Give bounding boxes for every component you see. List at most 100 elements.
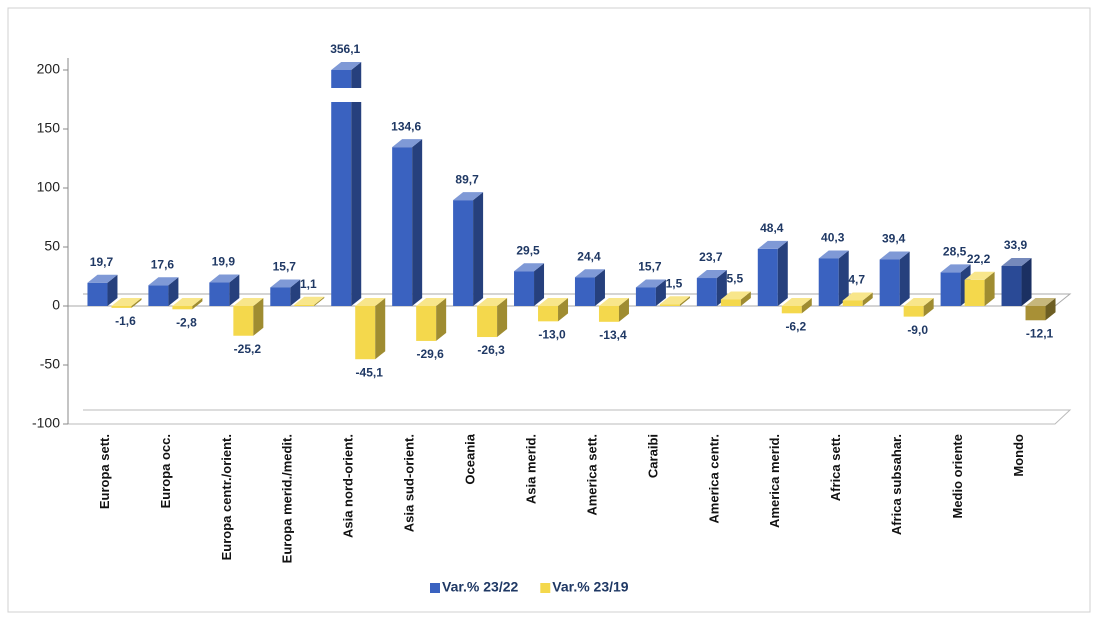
bar [514, 263, 545, 306]
bar-side [618, 298, 629, 322]
bar [879, 251, 910, 306]
x-tick-label: Mondo [1011, 434, 1026, 477]
legend-label: Var.% 23/19 [552, 579, 629, 595]
bar-top [635, 279, 666, 288]
bar [392, 139, 423, 306]
bar-top [598, 298, 629, 306]
value-label: 40,3 [821, 231, 845, 245]
bar [233, 298, 264, 336]
value-label: -12,1 [1026, 326, 1054, 340]
value-label: 89,7 [455, 172, 479, 186]
axis-break [329, 88, 366, 102]
x-tick-label: Medio oriente [950, 434, 965, 519]
bar-front [172, 306, 193, 310]
x-tick-label: Oceania [463, 433, 478, 484]
bar-side [192, 298, 203, 310]
x-tick-label: Africa sett. [828, 434, 843, 501]
value-label: 15,7 [273, 260, 297, 274]
bar [781, 298, 812, 314]
bar-front [416, 306, 437, 341]
bar [416, 298, 447, 341]
legend-label: Var.% 23/22 [442, 579, 519, 595]
bar-top [87, 274, 118, 283]
bar [329, 62, 366, 306]
bar-side [107, 274, 118, 306]
bar [111, 298, 142, 308]
bar-top [233, 298, 264, 306]
bar-top [903, 298, 934, 306]
bar-side [558, 298, 569, 322]
bar-front [1025, 306, 1046, 321]
value-label: -9,0 [907, 323, 928, 337]
bar-front [635, 287, 656, 306]
bar [1001, 257, 1032, 306]
bar-front [1001, 265, 1022, 306]
bar [598, 298, 629, 322]
bar-front [903, 306, 924, 317]
bar-top [111, 298, 142, 306]
bar-top [818, 250, 849, 259]
bar-side [229, 274, 240, 306]
bar [294, 296, 325, 306]
bar-front [538, 306, 559, 322]
bar [635, 279, 666, 306]
value-label: 29,5 [516, 243, 540, 257]
bar-side [594, 269, 605, 306]
value-label: -45,1 [356, 365, 384, 379]
value-label: -2,8 [176, 315, 197, 329]
bar [453, 192, 484, 306]
bar-front [148, 285, 169, 306]
x-tick-label: Asia sud-orient. [402, 434, 417, 532]
bar-top [720, 291, 751, 300]
value-label: -13,0 [538, 328, 566, 342]
bar-top [842, 292, 873, 301]
value-label: -13,4 [599, 328, 627, 342]
bar-front [574, 277, 595, 306]
y-tick-label: 50 [44, 238, 60, 254]
bar-side [290, 279, 301, 306]
bar-side [1045, 298, 1056, 321]
bar-top [416, 298, 447, 306]
bar-top [355, 298, 386, 306]
bar-front [331, 70, 352, 306]
value-label: 19,7 [90, 255, 114, 269]
y-tick-label: 0 [52, 297, 60, 313]
value-label: -26,3 [477, 343, 505, 357]
x-tick-label: Caraibi [645, 434, 660, 478]
bar-side [801, 298, 812, 314]
x-tick-label: Europa merid./medit. [280, 434, 295, 563]
value-label: 1,5 [666, 276, 683, 290]
bar-side [899, 251, 910, 306]
bar-top [331, 62, 362, 70]
y-tick-label: -100 [32, 415, 60, 431]
bar-top [940, 264, 971, 273]
bar-front [355, 306, 376, 360]
bar-side [984, 271, 995, 306]
x-tick-label: America centr. [706, 434, 721, 524]
value-label: 1,1 [300, 277, 317, 291]
bar [964, 271, 995, 306]
bar [209, 274, 240, 306]
bar-top [392, 139, 423, 148]
value-label: 24,4 [577, 249, 601, 263]
bar-top [781, 298, 812, 306]
x-tick-label: America sett. [584, 434, 599, 516]
bar [270, 279, 301, 306]
bar-top [209, 274, 240, 283]
y-tick-label: 150 [37, 120, 61, 136]
bar-side [679, 296, 690, 306]
value-label: 17,6 [151, 257, 175, 271]
bar-front [111, 306, 132, 308]
bar-front [209, 282, 230, 306]
bar-side [412, 139, 423, 306]
value-label: -29,6 [416, 347, 444, 361]
bar-top [574, 269, 605, 278]
bar [659, 296, 690, 306]
bar-side [351, 62, 362, 306]
bar-front [879, 259, 900, 306]
value-label: 22,2 [967, 252, 991, 266]
bar [172, 298, 203, 310]
bar-top [659, 296, 690, 305]
bar-side [923, 298, 934, 317]
bar-front [453, 200, 474, 306]
